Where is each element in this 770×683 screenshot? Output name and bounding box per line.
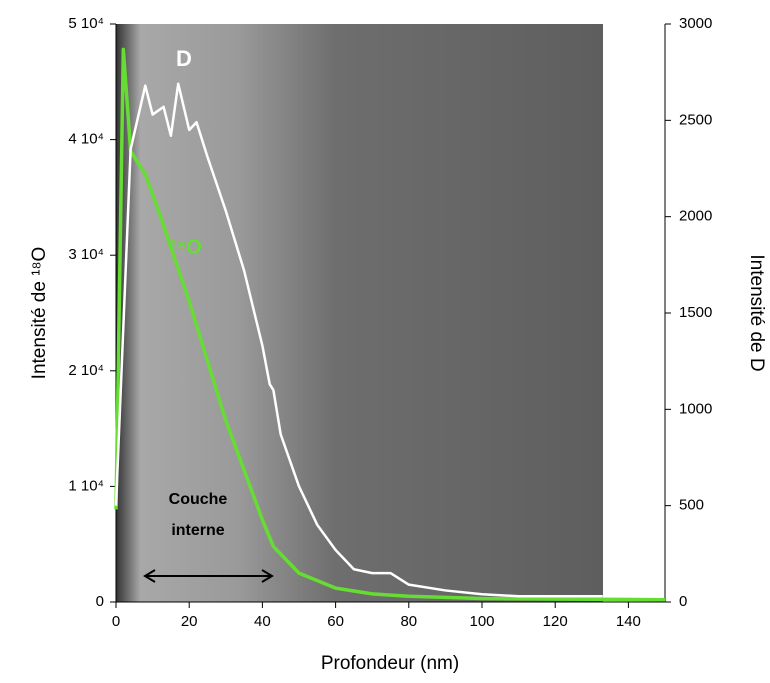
- y2-tick-label: 500: [679, 497, 704, 514]
- background-image: [116, 24, 603, 602]
- y-tick-label: 5 10⁴: [68, 15, 104, 32]
- x-tick-label: 0: [112, 613, 120, 630]
- series-line: [114, 82, 603, 598]
- y2-tick-label: 2000: [679, 208, 712, 225]
- arrow-heads: [143, 569, 274, 583]
- x-tick-label: 120: [543, 613, 568, 630]
- series-line: [114, 47, 666, 602]
- y2-tick-label: 1500: [679, 304, 712, 321]
- y-tick-label: 1 10⁴: [68, 477, 104, 494]
- series-label: D: [176, 46, 192, 71]
- y2-tick-label: 0: [679, 593, 687, 610]
- y-tick-label: 2 10⁴: [68, 362, 104, 379]
- y2-tick-label: 2500: [679, 111, 712, 128]
- x-tick-label: 20: [181, 613, 198, 630]
- x-tick-label: 100: [469, 613, 494, 630]
- x-axis-label: Profondeur (nm): [321, 653, 459, 674]
- y-tick-label: 4 10⁴: [68, 131, 104, 148]
- x-tick-label: 140: [616, 613, 641, 630]
- y-tick-label: 3 10⁴: [68, 246, 104, 263]
- y2-tick-label: 3000: [679, 15, 712, 32]
- annotation: interne: [171, 522, 224, 539]
- series-label: ¹⁸O: [170, 236, 202, 258]
- y2-axis-label: Intensité de D: [746, 254, 767, 371]
- y-axis-label: Intensité de ¹⁸O: [29, 247, 50, 380]
- annotation: Couche: [169, 491, 228, 508]
- y-tick-label: 0: [96, 593, 104, 610]
- x-tick-label: 40: [254, 613, 271, 630]
- x-tick-label: 60: [327, 613, 344, 630]
- y2-tick-label: 1000: [679, 400, 712, 417]
- x-tick-label: 80: [400, 613, 417, 630]
